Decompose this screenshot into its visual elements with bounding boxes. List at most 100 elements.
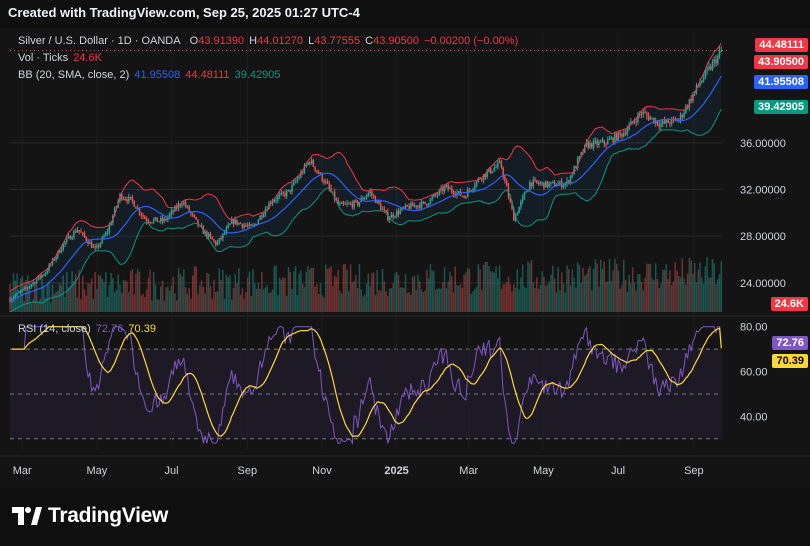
volume-bar — [280, 279, 283, 312]
volume-bar — [301, 283, 304, 312]
volume-bar — [623, 259, 625, 312]
candle-body — [121, 193, 123, 200]
high-value: 44.01270 — [257, 35, 304, 47]
candle-body — [355, 200, 357, 202]
volume-bar — [275, 265, 277, 312]
candle-body — [12, 297, 15, 300]
candle-body — [458, 191, 460, 193]
candle-body — [647, 115, 650, 120]
volume-bar — [438, 288, 441, 312]
volume-bar — [364, 294, 366, 312]
volume-bar — [37, 303, 40, 312]
candle-body — [681, 114, 684, 117]
volume-bar — [44, 297, 47, 312]
volume-bar — [491, 271, 494, 312]
candle-body — [573, 166, 575, 175]
candle-body — [555, 185, 558, 187]
candle-body — [670, 118, 673, 124]
volume-bar — [58, 283, 61, 312]
candle-body — [330, 188, 332, 192]
volume-bar — [431, 270, 433, 312]
candle-body — [323, 180, 325, 183]
candle-body — [702, 78, 705, 82]
volume-bar — [28, 280, 31, 312]
candle-body — [621, 133, 623, 137]
candle-body — [591, 142, 593, 148]
candle-body — [637, 114, 639, 123]
volume-bar — [537, 288, 540, 312]
volume-bar — [628, 275, 630, 312]
volume-bar — [658, 288, 660, 312]
volume-bar — [342, 264, 345, 312]
volume-bar — [158, 299, 160, 312]
chart-header-title: Created with TradingView.com, Sep 25, 20… — [8, 5, 360, 20]
chart-area[interactable]: 24.00000 28.00000 32.00000 36.00000 40.00 60.… — [0, 28, 810, 488]
candle-body — [514, 215, 517, 221]
volume-bar — [300, 270, 302, 312]
volume-bar — [167, 286, 169, 312]
candle-body — [484, 174, 487, 177]
candle-body — [174, 206, 176, 212]
volume-bar — [23, 301, 25, 312]
volume-bar — [568, 269, 570, 312]
candle-body — [612, 137, 614, 143]
volume-bar — [637, 273, 639, 312]
candle-body — [699, 83, 701, 86]
volume-bar — [175, 300, 178, 312]
rsi-badge: 72.76 — [772, 336, 808, 350]
volume-bar — [697, 269, 700, 312]
candle-body — [683, 112, 685, 117]
candle-body — [651, 117, 653, 119]
candle-body — [135, 206, 137, 209]
volume-bar — [12, 273, 15, 312]
volume-bar — [640, 281, 643, 312]
candle-body — [578, 156, 581, 160]
candle-body — [305, 164, 307, 166]
candle-body — [436, 194, 439, 196]
candle-body — [200, 225, 203, 228]
candle-body — [183, 202, 185, 205]
volume-bar — [126, 281, 128, 312]
bb-label: BB (20, SMA, close, 2) — [18, 69, 130, 81]
volume-bar — [344, 263, 347, 312]
candle-body — [293, 181, 295, 185]
candle-body — [486, 171, 488, 177]
candle-body — [426, 203, 428, 206]
volume-bar — [589, 266, 591, 312]
volume-bar — [48, 281, 50, 312]
volume-bar — [26, 275, 29, 312]
candle-body — [518, 206, 520, 214]
volume-bar — [679, 277, 682, 312]
candle-body — [160, 218, 162, 222]
candle-body — [608, 138, 611, 140]
volume-bar — [186, 293, 189, 312]
volume-bar — [445, 288, 448, 312]
candle-body — [268, 202, 270, 210]
candle-body — [312, 160, 315, 167]
candle-body — [227, 225, 229, 228]
candle-body — [252, 225, 254, 227]
symbol-legend: Silver / U.S. Dollar · 1D · OANDA O43.91… — [18, 35, 520, 47]
volume-bar — [601, 268, 604, 312]
price-chart[interactable]: 24.00000 28.00000 32.00000 36.00000 40.00 60.… — [0, 28, 810, 488]
volume-bar — [401, 287, 403, 312]
candle-body — [301, 172, 304, 174]
candle-body — [222, 233, 224, 239]
volume-bar — [243, 298, 245, 312]
candle-body — [564, 183, 566, 186]
candle-body — [541, 182, 543, 184]
candle-body — [516, 213, 519, 216]
volume-bar — [131, 268, 134, 312]
volume-bar — [349, 264, 352, 312]
candle-body — [309, 162, 311, 164]
candle-body — [156, 217, 158, 222]
candle-body — [35, 279, 38, 284]
volume-bar — [536, 277, 538, 312]
candle-body — [411, 203, 414, 207]
volume-bar — [172, 276, 174, 312]
tradingview-brand: TradingView — [48, 504, 169, 527]
volume-bar — [576, 262, 579, 312]
candle-body — [89, 242, 91, 245]
candle-body — [583, 144, 586, 153]
candle-body — [546, 181, 549, 187]
